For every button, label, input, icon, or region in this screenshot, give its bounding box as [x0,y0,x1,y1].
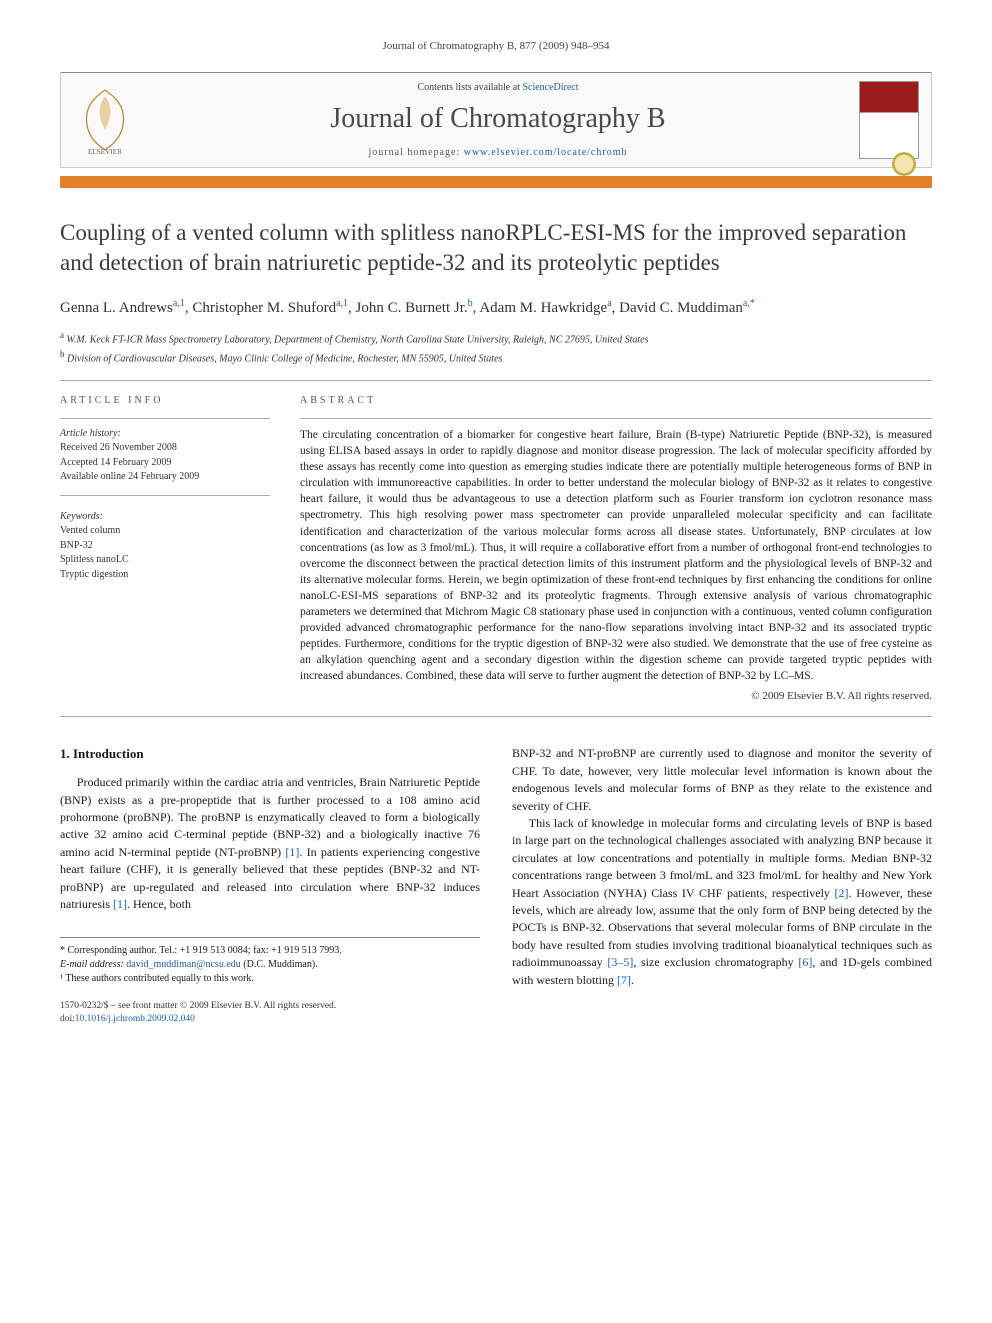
affiliation: a W.M. Keck FT-ICR Mass Spectrometry Lab… [60,329,932,347]
footnotes: * Corresponding author. Tel.: +1 919 513… [60,937,480,986]
journal-homepage-link[interactable]: www.elsevier.com/locate/chromb [464,147,628,158]
rule [60,716,932,717]
journal-homepage-line: journal homepage: www.elsevier.com/locat… [137,147,859,158]
citation-ref[interactable]: [2] [835,886,849,900]
affiliation-list: a W.M. Keck FT-ICR Mass Spectrometry Lab… [60,329,932,366]
body-paragraph: This lack of knowledge in molecular form… [512,815,932,989]
citation-ref[interactable]: [1] [285,845,299,859]
article-info-heading: ARTICLE INFO [60,395,270,406]
keyword: Splitless nanoLC [60,553,270,568]
doi-link[interactable]: 10.1016/j.jchromb.2009.02.040 [75,1014,195,1024]
author: John C. Burnett Jr.b [356,300,473,316]
author: Christopher M. Shuforda,1 [192,300,348,316]
journal-cover-thumb-icon [859,81,919,159]
abstract-heading: ABSTRACT [300,395,932,406]
author: Genna L. Andrewsa,1 [60,300,185,316]
abstract-text: The circulating concentration of a bioma… [300,427,932,685]
page-footer: 1570-0232/$ – see front matter © 2009 El… [60,1000,480,1025]
section-heading-intro: 1. Introduction [60,745,480,764]
elsevier-logo-icon: ELSEVIER [73,84,137,156]
body-two-column: 1. Introduction Produced primarily withi… [60,745,932,1025]
abstract-copyright: © 2009 Elsevier B.V. All rights reserved… [300,690,932,702]
running-header: Journal of Chromatography B, 877 (2009) … [60,40,932,52]
sciencedirect-link[interactable]: ScienceDirect [522,82,578,93]
article-title: Coupling of a vented column with splitle… [60,218,932,278]
citation-ref[interactable]: [1] [113,897,127,911]
keyword: BNP-32 [60,539,270,554]
keyword: Vented column [60,524,270,539]
journal-title: Journal of Chromatography B [137,103,859,135]
citation-ref[interactable]: [3–5] [607,955,633,969]
contents-available-line: Contents lists available at ScienceDirec… [137,82,859,93]
body-paragraph: Produced primarily within the cardiac at… [60,774,480,913]
author: Adam M. Hawkridgea [479,300,611,316]
orange-divider [60,176,932,188]
affiliation: b Division of Cardiovascular Diseases, M… [60,348,932,366]
corresponding-email-link[interactable]: david_muddiman@ncsu.edu [126,959,240,970]
article-history: Article history: Received 26 November 20… [60,427,270,583]
author-list: Genna L. Andrewsa,1, Christopher M. Shuf… [60,296,932,320]
author: David C. Muddimana,* [619,300,755,316]
rule [60,380,932,381]
citation-ref[interactable]: [6] [798,955,812,969]
citation-ref[interactable]: [7] [617,973,631,987]
body-paragraph: BNP-32 and NT-proBNP are currently used … [512,745,932,815]
journal-banner: ELSEVIER Contents lists available at Sci… [60,72,932,168]
svg-text:ELSEVIER: ELSEVIER [88,148,122,156]
keyword: Tryptic digestion [60,568,270,583]
